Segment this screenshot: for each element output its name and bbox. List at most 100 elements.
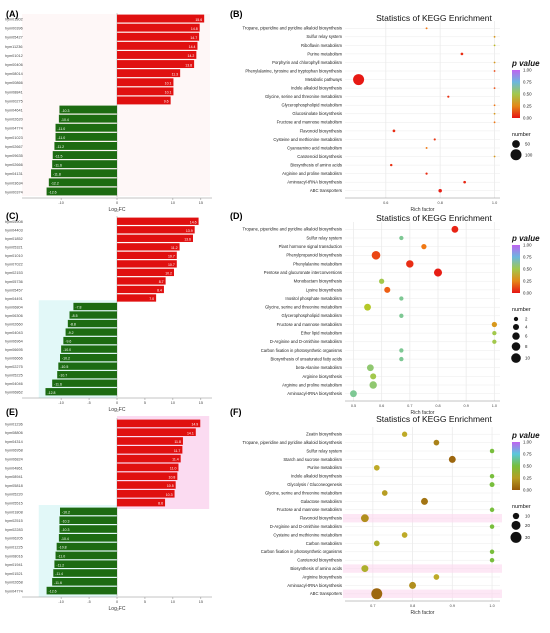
pathway-label: Starch and sucrose metabolism bbox=[283, 457, 342, 462]
gene-label: hym04491 bbox=[5, 297, 23, 301]
gene-label: hym04641 bbox=[5, 109, 23, 113]
gene-label: hym05457 bbox=[5, 288, 23, 292]
bar bbox=[117, 454, 181, 463]
bar bbox=[117, 234, 193, 242]
x-tick-label: 0 bbox=[116, 401, 118, 405]
pathway-label: Arginine and proline metabolism bbox=[282, 171, 342, 176]
gene-label: hym01521 bbox=[5, 572, 23, 576]
data-point bbox=[433, 138, 436, 141]
bar-value-label: -11.8 bbox=[53, 172, 61, 176]
bar-value-label: 8.4 bbox=[157, 289, 162, 293]
bar-value-label: 11.0 bbox=[170, 467, 177, 471]
data-point bbox=[369, 381, 377, 389]
gene-label: hym05736 bbox=[5, 280, 23, 284]
highlight-band bbox=[22, 14, 210, 196]
bar-value-label: 10.8 bbox=[169, 475, 176, 479]
pathway-label: Cysteine and methionine metabolism bbox=[273, 532, 342, 537]
size-legend-label: 30 bbox=[525, 535, 530, 540]
gene-label: hym01802 bbox=[5, 18, 23, 22]
gene-label: hym00374 bbox=[5, 190, 23, 194]
data-point bbox=[493, 70, 496, 72]
bar bbox=[67, 319, 117, 328]
pathway-label: Phenylalanine, tyrosine and tryptophan b… bbox=[245, 68, 342, 73]
pathway-label: Purine metabolism bbox=[307, 465, 342, 470]
legend-size-title: number bbox=[512, 504, 531, 510]
gene-label: hym03634 bbox=[5, 181, 23, 185]
bar-value-label: 10.7 bbox=[168, 254, 175, 258]
data-point bbox=[399, 348, 404, 353]
dot-panel-b: (B) Statistics of KEGG Enrichment Tropane,… bbox=[230, 9, 540, 213]
bar-value-label: -10.2 bbox=[62, 357, 70, 361]
pathway-label: ABC transporters bbox=[310, 188, 342, 193]
pathway-label: Biosynthesis of amino acids bbox=[290, 566, 342, 571]
data-point bbox=[438, 188, 442, 193]
pathway-label: Sulfur relay system bbox=[306, 235, 342, 240]
pathway-label: Arginine biosynthesis bbox=[302, 574, 342, 579]
bar-value-label: 7.0 bbox=[149, 297, 154, 301]
bar-value-label: 10.1 bbox=[165, 81, 172, 85]
data-point bbox=[379, 278, 385, 284]
pathway-label: Biosynthesis of unsaturated fatty acids bbox=[271, 356, 342, 361]
bar-value-label: -11.6 bbox=[54, 581, 62, 585]
x-tick-label: 0.7 bbox=[407, 404, 412, 408]
x-tick-label: 0 bbox=[116, 201, 118, 205]
size-legend-dot bbox=[511, 353, 521, 363]
pathway-label: Aminoacyl-tRNA biosynthesis bbox=[287, 583, 342, 588]
data-point bbox=[491, 321, 497, 328]
bar-value-label: -11.0 bbox=[58, 555, 66, 559]
size-legend-dot bbox=[511, 342, 521, 351]
data-point bbox=[401, 532, 408, 538]
bar-value-label: 9.6 bbox=[164, 100, 169, 104]
bar-value-label: -12.6 bbox=[49, 191, 57, 195]
bar-value-label: -9.6 bbox=[65, 340, 71, 344]
bar bbox=[117, 446, 183, 454]
bar bbox=[54, 142, 117, 150]
x-tick-label: 10 bbox=[171, 401, 175, 405]
gene-label: hym02153 bbox=[5, 271, 23, 275]
pathway-label: Fructose and mannose metabolism bbox=[277, 322, 343, 327]
bar-value-label: -10.0 bbox=[63, 348, 71, 352]
p-tick-label: 0.25 bbox=[523, 279, 532, 284]
data-point bbox=[433, 439, 440, 446]
data-point bbox=[399, 356, 404, 362]
x-tick-label: 10 bbox=[171, 600, 175, 604]
panel-label: (B) bbox=[230, 9, 243, 19]
bar bbox=[117, 463, 179, 472]
data-point bbox=[493, 44, 496, 47]
x-tick-label: 1.0 bbox=[492, 404, 497, 408]
bar-value-label: 10.3 bbox=[166, 493, 173, 497]
gene-label: hym06804 bbox=[5, 305, 23, 309]
legend-p-title: p value bbox=[511, 59, 540, 68]
bar bbox=[117, 41, 198, 50]
data-point bbox=[373, 540, 380, 547]
pathway-label: Galactose metabolism bbox=[301, 499, 343, 504]
data-point bbox=[493, 35, 496, 38]
bar-value-label: 11.8 bbox=[174, 440, 181, 444]
pathway-label: Glycerophospholipid metabolism bbox=[281, 313, 342, 318]
pathway-label: Riboflavin metabolism bbox=[301, 43, 342, 48]
legend-p-title: p value bbox=[511, 234, 540, 243]
p-tick-label: 0.50 bbox=[523, 92, 532, 97]
pathway-label: Lysine biosynthesis bbox=[306, 287, 342, 292]
p-tick-label: 0.00 bbox=[523, 116, 532, 121]
size-legend-dot bbox=[512, 140, 520, 148]
bar bbox=[117, 437, 183, 445]
gene-label: hym00275 bbox=[5, 99, 23, 103]
data-point bbox=[493, 104, 496, 107]
pathway-label: D-Arginine and D-ornithine metabolism bbox=[270, 339, 343, 344]
gene-label: hym01941 bbox=[5, 563, 23, 567]
bar bbox=[117, 490, 175, 498]
bar-value-label: 14.1 bbox=[187, 431, 194, 435]
bar bbox=[58, 362, 117, 370]
data-point bbox=[366, 364, 374, 372]
bar bbox=[117, 277, 166, 285]
x-tick-label: 15 bbox=[199, 201, 203, 205]
p-colorbar bbox=[512, 442, 520, 490]
bar-value-label: -10.4 bbox=[61, 118, 69, 122]
x-tick-label: 1.0 bbox=[489, 604, 494, 608]
bar-value-label: 13.9 bbox=[186, 229, 193, 233]
gene-label: hym01852 bbox=[5, 237, 23, 241]
data-point bbox=[425, 27, 428, 30]
bar-value-label: -11.2 bbox=[56, 563, 64, 567]
gene-label: hym11236 bbox=[5, 45, 22, 49]
